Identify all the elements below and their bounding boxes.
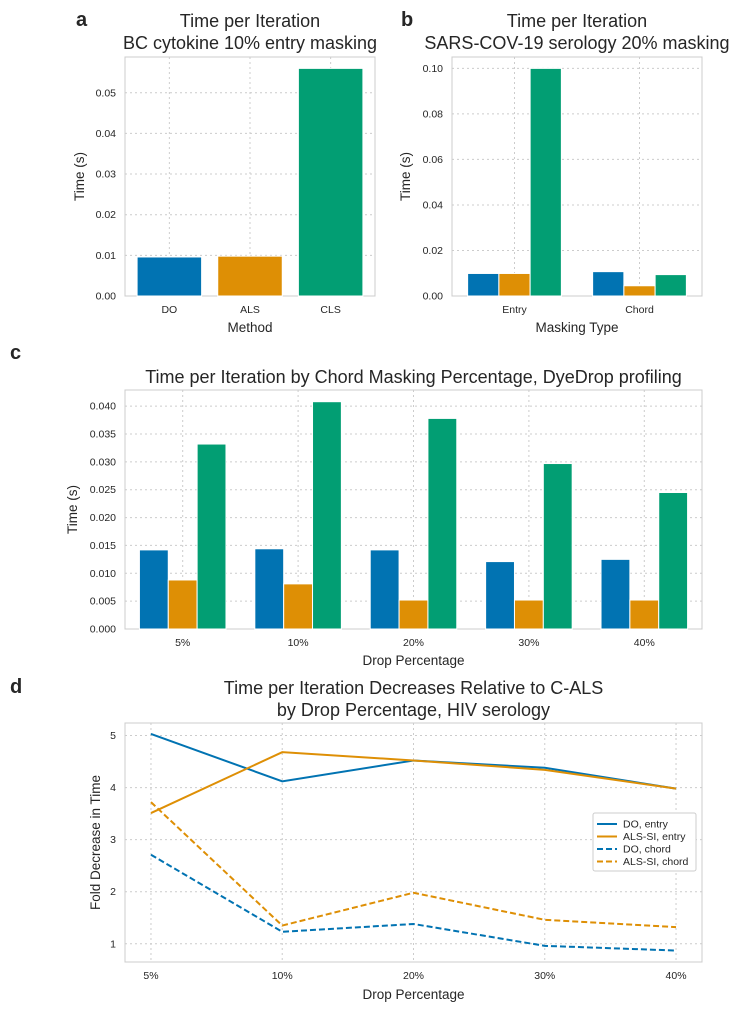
bar [542,463,573,630]
x-tick-label: DO [161,304,177,316]
panel-label-c: c [10,342,21,364]
y-tick-label: 3 [110,834,116,846]
chart-c: Time per Iteration by Chord Masking Perc… [65,367,703,668]
y-tick-label: 5 [110,730,116,742]
legend-box [592,812,697,872]
bar [217,255,283,297]
y-axis-label: Time (s) [72,152,87,201]
y-tick-label: 0.04 [423,199,444,211]
y-axis-label: Time (s) [398,152,413,201]
y-tick-label: 0.03 [96,169,117,181]
legend-label: ALS-SI, entry [623,831,686,843]
y-axis-label: Fold Decrease in Time [88,775,103,910]
bar [136,256,203,297]
y-tick-label: 0.040 [90,401,116,413]
panel-label-a: a [76,9,88,31]
bar [312,401,342,630]
y-axis-label: Time (s) [65,485,80,534]
bar [629,599,660,630]
bar [654,274,687,297]
bar [467,272,500,297]
bar [398,599,429,630]
chart-title-line: by Drop Percentage, HIV serology [277,700,550,720]
x-tick-label: Entry [502,304,527,316]
x-tick-label: Chord [625,304,654,316]
chart-title-line: Time per Iteration Decreases Relative to… [224,678,604,698]
bar [529,67,562,297]
x-tick-label: 30% [518,637,539,649]
x-tick-label: 30% [534,970,555,982]
bar [485,561,515,630]
y-tick-label: 0.06 [423,154,444,166]
chart-title-line: SARS-COV-19 serology 20% masking [424,33,729,53]
y-tick-label: 0.08 [423,108,444,120]
y-tick-label: 0.025 [90,484,116,496]
y-tick-label: 0.00 [96,291,117,303]
y-tick-label: 0.04 [96,128,117,140]
bar [592,271,625,297]
x-tick-label: ALS [240,304,260,316]
y-tick-label: 0.035 [90,429,116,441]
y-tick-label: 0.005 [90,596,116,608]
x-tick-label: CLS [320,304,340,316]
y-tick-label: 0.05 [96,87,117,99]
chart-d: Time per Iteration Decreases Relative to… [88,678,703,1002]
bar [498,272,531,297]
series-line [150,853,677,952]
x-axis-label: Drop Percentage [362,653,464,668]
x-tick-label: 40% [634,637,655,649]
y-tick-label: 0.015 [90,540,116,552]
y-tick-label: 0.010 [90,568,116,580]
y-tick-label: 0.000 [90,624,116,636]
chart-title-line: Time per Iteration by Chord Masking Perc… [145,367,682,387]
y-tick-label: 1 [110,938,116,950]
plot-area [451,56,703,297]
bar [297,67,364,297]
bar [600,558,631,630]
x-tick-label: 10% [288,637,309,649]
series-line [150,801,677,929]
y-tick-label: 0.02 [423,245,444,257]
y-tick-label: 0.02 [96,209,117,221]
x-tick-label: 5% [143,970,158,982]
panel-label-b: b [401,9,413,31]
panel-label-d: d [10,676,22,698]
y-tick-label: 0.030 [90,456,116,468]
x-tick-label: 20% [403,970,424,982]
x-tick-label: 10% [272,970,293,982]
bar [167,579,198,630]
chart-title-line: BC cytokine 10% entry masking [123,33,377,53]
x-axis-label: Masking Type [535,320,618,335]
legend-label: DO, entry [623,819,669,831]
legend-label: DO, chord [623,844,671,856]
x-tick-label: 40% [666,970,687,982]
x-tick-label: 5% [175,637,190,649]
y-tick-label: 0.00 [423,291,444,303]
y-tick-label: 0.020 [90,512,116,524]
bar [623,285,656,297]
y-tick-label: 4 [110,782,116,794]
bar [513,599,544,630]
x-tick-label: 20% [403,637,424,649]
chart-title-line: Time per Iteration [180,11,320,31]
bar [427,417,458,630]
y-tick-label: 0.01 [96,250,117,262]
bar [369,549,400,630]
x-axis-label: Method [227,320,272,335]
x-axis-label: Drop Percentage [362,987,464,1002]
y-tick-label: 0.10 [423,63,444,75]
bar [138,549,169,630]
series-line [150,751,677,814]
chart-title-line: Time per Iteration [507,11,647,31]
bar [254,548,285,630]
bar [196,443,227,630]
legend-label: ALS-SI, chord [623,856,689,868]
y-tick-label: 2 [110,886,116,898]
bar [658,492,689,630]
bar [283,583,314,630]
